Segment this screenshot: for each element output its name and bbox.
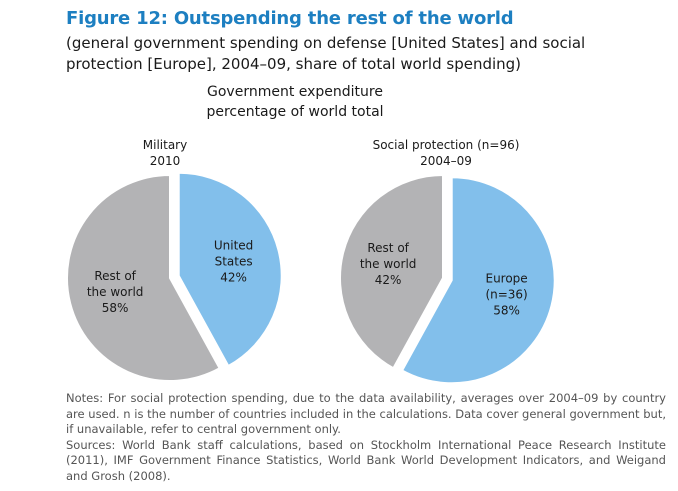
military-pie-title-line2: 2010 — [149, 154, 181, 168]
pie-1-slice-0-label-line-0: Europe — [485, 271, 527, 285]
pie-1-slice-0-label-line-2: 58% — [493, 303, 520, 317]
pie-0-slice-1-label-line-1: the world — [87, 285, 144, 299]
pie-1-slice-1-label-line-1: the world — [360, 257, 417, 271]
notes-text: Notes: For social protection spending, d… — [66, 391, 666, 437]
military-pie-title: Military 2010 — [55, 137, 275, 169]
figure-subtitle: (general government spending on defense … — [66, 34, 586, 73]
pie-1-slice-1-label-line-0: Rest of — [367, 241, 409, 255]
social-pie-title: Social protection (n=96) 2004–09 — [336, 137, 556, 169]
pie-0-slice-0-label-line-2: 42% — [220, 271, 247, 285]
pie-1-slice-1 — [339, 173, 444, 370]
pie-0-slice-1 — [66, 173, 221, 382]
sources-text: Sources: World Bank staff calculations, … — [66, 437, 666, 483]
pie-0-slice-0 — [177, 171, 283, 368]
pie-1-slice-0-label-line-1: (n=36) — [485, 287, 527, 301]
figure-title: Figure 12: Outspending the rest of the w… — [66, 8, 514, 29]
military-pie-title-line1: Military — [142, 138, 188, 152]
pie-0-slice-0-label-line-1: States — [215, 255, 253, 269]
chart-heading: Government expenditure percentage of wor… — [180, 82, 410, 122]
chart-heading-line2: percentage of world total — [206, 104, 384, 120]
pie-1-slice-1-label-line-2: 42% — [375, 273, 402, 287]
chart-heading-line1: Government expenditure — [207, 84, 383, 100]
social-pie-title-line1: Social protection (n=96) — [372, 138, 520, 152]
notes-block: Notes: For social protection spending, d… — [66, 391, 666, 485]
pie-0-slice-0-label-line-0: United — [214, 239, 253, 253]
pie-0-slice-1-label-line-0: Rest of — [94, 269, 136, 283]
pie-0-slice-1-label-line-2: 58% — [102, 301, 129, 315]
social-pie-title-line2: 2004–09 — [420, 154, 472, 168]
pie-1-slice-0 — [400, 176, 556, 385]
